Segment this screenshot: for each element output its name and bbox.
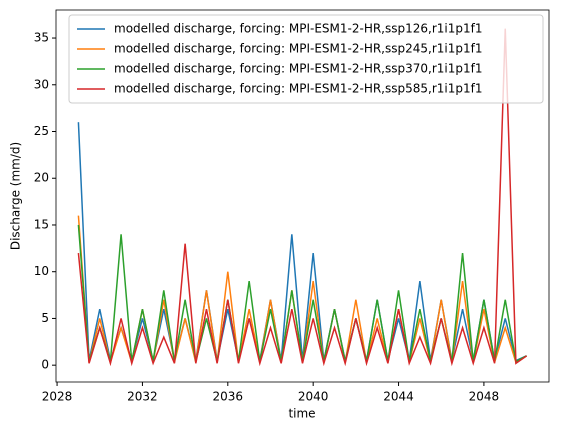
y-tick-label: 25 xyxy=(34,124,49,138)
y-tick-label: 5 xyxy=(41,311,49,325)
x-tick-label: 2028 xyxy=(42,390,73,404)
x-tick-label: 2036 xyxy=(213,390,244,404)
y-tick-label: 35 xyxy=(34,31,49,45)
y-axis-label: Discharge (mm/d) xyxy=(9,142,23,250)
axes-frame xyxy=(55,9,550,383)
x-tick-label: 2032 xyxy=(127,390,158,404)
x-tick-label: 2048 xyxy=(469,390,500,404)
legend-label: modelled discharge, forcing: MPI-ESM1-2-… xyxy=(114,22,482,36)
y-tick-label: 20 xyxy=(34,171,49,185)
y-tick-label: 30 xyxy=(34,77,49,91)
series-line xyxy=(77,28,528,367)
x-axis-label: time xyxy=(288,407,315,421)
legend-label: modelled discharge, forcing: MPI-ESM1-2-… xyxy=(114,82,482,96)
x-tick-label: 2040 xyxy=(298,390,329,404)
legend-label: modelled discharge, forcing: MPI-ESM1-2-… xyxy=(114,42,482,56)
y-tick-label: 15 xyxy=(34,217,49,231)
y-tick-label: 10 xyxy=(34,264,49,278)
legend-label: modelled discharge, forcing: MPI-ESM1-2-… xyxy=(114,62,482,76)
legend-frame xyxy=(68,14,544,104)
x-tick-label: 2044 xyxy=(383,390,414,404)
y-tick-label: 0 xyxy=(41,358,49,372)
